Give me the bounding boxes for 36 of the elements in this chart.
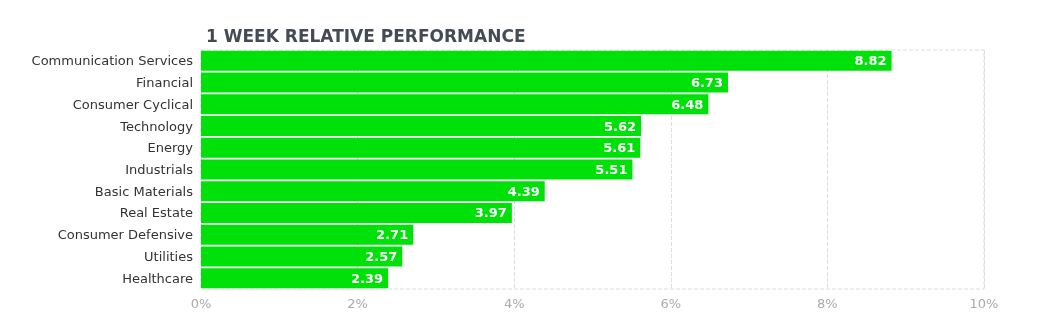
data-label: 5.51: [595, 162, 628, 177]
data-label: 5.62: [603, 118, 637, 134]
y-tick-label: Consumer Defensive: [57, 227, 193, 243]
data-label: 6.73: [690, 75, 723, 91]
bar: [201, 116, 642, 137]
y-tick-label: Technology: [119, 118, 194, 134]
x-tick-label: 8%: [817, 296, 838, 311]
y-tick-label: Industrials: [125, 162, 194, 177]
bar: [201, 268, 389, 289]
bar: [201, 50, 892, 71]
y-tick-label: Energy: [147, 140, 194, 156]
data-label: 8.82: [854, 53, 887, 69]
y-tick-label: Utilities: [144, 248, 194, 264]
y-tick-label: Healthcare: [122, 270, 193, 286]
y-tick-label: Real Estate: [119, 205, 193, 221]
bar: [201, 181, 545, 202]
bar: [201, 202, 512, 223]
x-tick-label: 10%: [969, 296, 999, 311]
data-label: 2.57: [365, 248, 398, 264]
data-label: 2.71: [376, 227, 409, 243]
x-tick-label: 4%: [503, 296, 525, 311]
y-tick-label: Basic Materials: [94, 183, 194, 199]
data-label: 5.61: [603, 140, 636, 156]
y-tick-label: Financial: [136, 75, 193, 91]
x-tick-label: 2%: [347, 296, 368, 311]
x-tick-label: 6%: [660, 296, 682, 311]
data-label: 2.39: [351, 270, 384, 286]
x-tick-label: 0%: [190, 296, 212, 311]
data-label: 6.48: [671, 96, 704, 112]
y-tick-label: Communication Services: [31, 53, 194, 69]
chart-title: 1 WEEK RELATIVE PERFORMANCE: [206, 25, 526, 46]
y-tick-label: Consumer Cyclical: [72, 96, 193, 112]
bar: [201, 159, 633, 180]
data-label: 4.39: [507, 183, 540, 199]
data-label: 3.97: [474, 205, 507, 221]
bar: [201, 137, 641, 158]
